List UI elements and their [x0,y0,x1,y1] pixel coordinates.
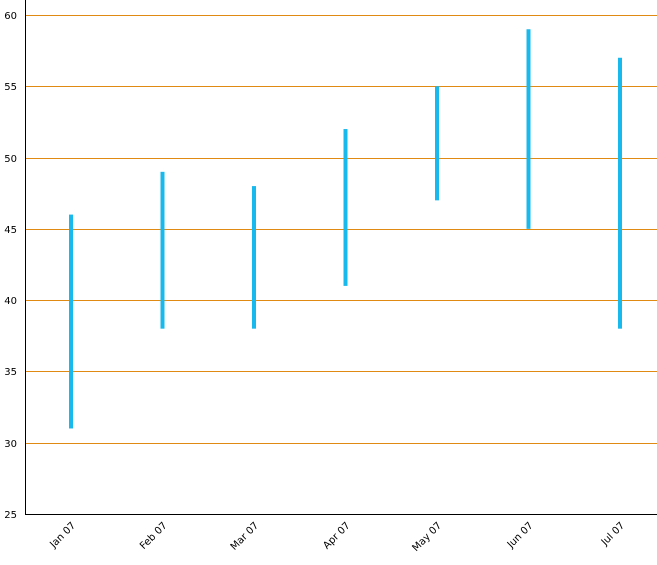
x-tick-label: Feb 07 [138,520,170,552]
range-bar [160,171,165,329]
grid-lines [25,15,657,444]
y-tick-label: 35 [4,367,17,378]
range-bar [435,86,439,201]
range-bar [343,129,348,286]
y-tick-labels: 25 30 35 40 45 50 55 60 [4,11,17,521]
y-tick-label: 60 [4,11,17,22]
x-tick-label: Jan 07 [47,520,78,551]
y-tick-label: 30 [4,439,17,450]
y-tick-label: 50 [4,154,17,165]
x-tick-label: Jun 07 [505,520,536,551]
axes [25,0,657,515]
x-tick-label: May 07 [410,520,444,554]
x-tick-labels: Jan 07 Feb 07 Mar 07 Apr 07 May 07 Jun 07 Jul … [47,520,627,554]
range-bar [69,214,73,429]
x-tick-label: Mar 07 [229,520,261,552]
x-tick-label: Jul 07 [599,520,627,548]
y-tick-label: 40 [4,296,17,307]
range-bar [252,186,256,329]
range-bar [526,29,531,229]
y-tick-label: 55 [4,82,17,93]
y-tick-label: 25 [4,510,17,521]
range-bars [69,29,622,429]
range-bar [618,57,622,329]
y-tick-label: 45 [4,225,17,236]
x-tick-label: Apr 07 [321,520,352,551]
